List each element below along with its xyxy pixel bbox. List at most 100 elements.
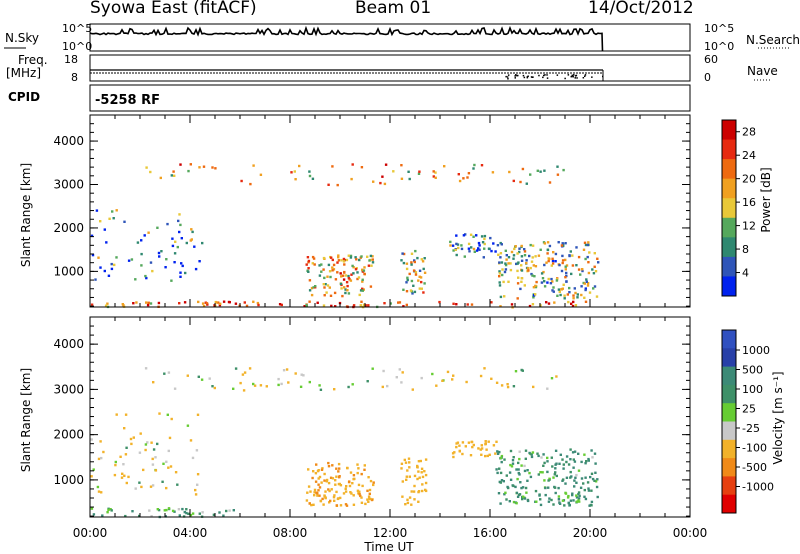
data-point [543,479,546,482]
data-point [222,300,226,303]
data-point [312,470,315,473]
data-point [278,303,282,306]
data-point [400,177,404,180]
data-point [381,385,384,389]
data-point [136,241,140,244]
data-point [556,165,559,168]
nave-point [576,77,578,79]
data-point [558,290,561,293]
data-point [461,452,464,456]
data-point [417,490,420,494]
data-point [480,164,484,167]
data-point [344,490,348,493]
data-point [470,440,473,444]
data-point [149,485,153,488]
data-point [313,491,316,494]
data-point [551,262,555,265]
data-point [490,249,493,253]
data-point [359,494,362,498]
data-point [590,449,593,452]
data-point [565,455,569,458]
data-point [572,297,575,300]
data-point [577,491,581,494]
data-point [561,458,564,461]
data-point [106,302,109,305]
colorbar-segment [722,139,736,160]
data-point [571,492,574,495]
data-point [294,178,297,181]
data-point [357,467,360,470]
data-point [508,500,511,503]
data-point [243,301,246,304]
data-point [573,485,576,488]
data-point [177,508,181,511]
nave-point [514,75,516,77]
data-point [347,277,351,280]
data-point [563,297,566,300]
colorbar-segment [722,348,736,368]
data-point [534,265,538,268]
data-point [417,500,420,503]
data-point [530,455,534,459]
data-point [334,278,338,281]
data-point [194,493,198,496]
data-point [102,450,105,454]
data-point [314,472,318,475]
colorbar-segment [722,217,736,238]
data-point [148,509,151,512]
data-point [127,475,130,479]
data-point [320,481,323,484]
data-point [113,473,117,477]
data-point [583,495,586,498]
data-point [115,413,118,416]
data-point [170,417,173,421]
data-point [317,469,320,472]
data-point [467,441,471,444]
data-point [138,514,141,518]
data-point [500,460,503,464]
data-point [420,471,423,474]
data-point [90,438,93,441]
data-point [529,266,532,270]
data-point [379,181,382,185]
data-point [345,281,349,284]
data-point [562,467,565,470]
data-point [577,497,581,500]
data-point [249,182,252,186]
data-point [485,448,488,451]
data-point [421,483,424,486]
velocity-ylabel: Slant Range [km] [19,368,33,472]
data-point [452,249,455,252]
data-point [544,493,547,497]
power-panel-frame [89,114,691,308]
data-point [174,240,177,243]
data-point [499,471,503,475]
data-point [412,269,416,272]
data-point [501,268,504,271]
data-point [355,258,358,261]
data-point [339,282,343,286]
data-point [454,248,457,251]
data-point [520,280,523,283]
data-point [259,384,263,387]
data-point [570,272,573,276]
data-point [350,492,353,495]
data-point [300,373,303,376]
data-point [421,260,425,263]
data-point [107,274,111,277]
data-point [504,268,508,271]
data-point [518,247,521,250]
data-point [293,170,296,173]
data-point [198,260,201,263]
data-point [424,458,428,461]
data-point [352,503,356,506]
nsky-trace [89,25,604,52]
data-point [572,458,575,461]
data-point [140,264,143,267]
nave-point [538,74,540,77]
data-point [129,437,133,441]
data-point [531,244,535,247]
data-point [368,492,371,495]
data-point [305,263,308,266]
data-point [337,470,340,473]
